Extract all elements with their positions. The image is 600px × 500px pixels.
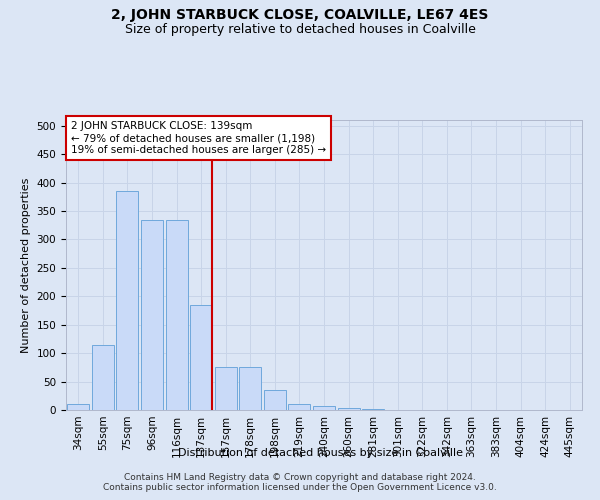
Text: Size of property relative to detached houses in Coalville: Size of property relative to detached ho… xyxy=(125,22,475,36)
Text: Contains HM Land Registry data © Crown copyright and database right 2024.
Contai: Contains HM Land Registry data © Crown c… xyxy=(103,473,497,492)
Bar xyxy=(239,368,262,410)
Bar xyxy=(313,406,335,410)
Bar xyxy=(338,408,359,410)
Bar xyxy=(116,191,139,410)
Bar xyxy=(67,404,89,410)
Text: Distribution of detached houses by size in Coalville: Distribution of detached houses by size … xyxy=(179,448,464,458)
Bar xyxy=(92,344,114,410)
Text: 2 JOHN STARBUCK CLOSE: 139sqm
← 79% of detached houses are smaller (1,198)
19% o: 2 JOHN STARBUCK CLOSE: 139sqm ← 79% of d… xyxy=(71,122,326,154)
Text: 2, JOHN STARBUCK CLOSE, COALVILLE, LE67 4ES: 2, JOHN STARBUCK CLOSE, COALVILLE, LE67 … xyxy=(112,8,488,22)
Bar xyxy=(215,368,237,410)
Y-axis label: Number of detached properties: Number of detached properties xyxy=(21,178,31,352)
Bar xyxy=(264,390,286,410)
Bar xyxy=(289,404,310,410)
Bar xyxy=(190,305,212,410)
Bar xyxy=(141,220,163,410)
Bar xyxy=(166,220,188,410)
